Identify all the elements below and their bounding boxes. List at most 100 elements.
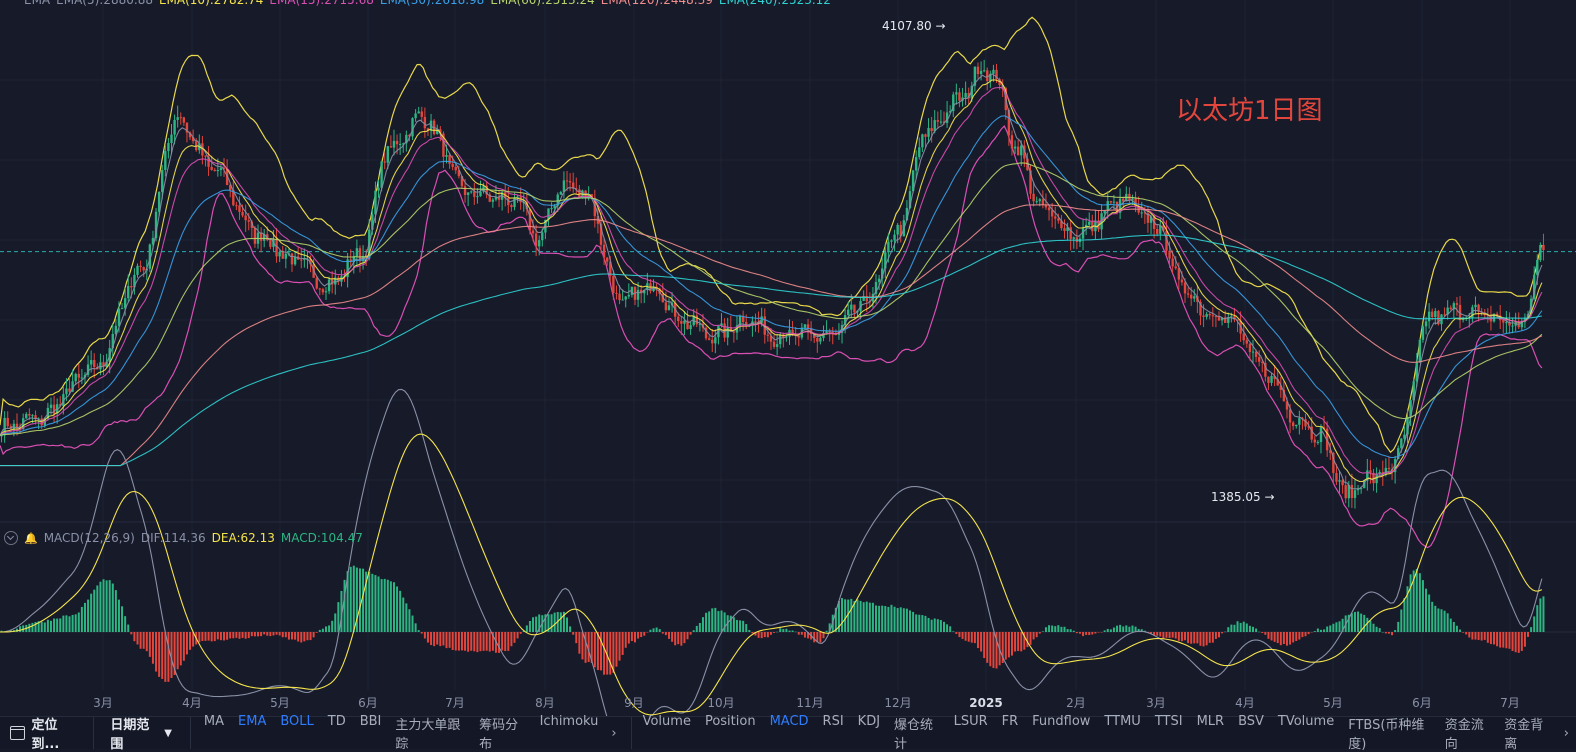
indicator-tvolume[interactable]: TVolume bbox=[1277, 714, 1335, 729]
indicator--[interactable]: 资金流向 bbox=[1444, 718, 1484, 752]
indicator-fr[interactable]: FR bbox=[1001, 714, 1019, 729]
candle-body bbox=[1437, 310, 1440, 325]
indicator-fundflow[interactable]: Fundflow bbox=[1032, 714, 1091, 729]
candle-body bbox=[1122, 198, 1125, 202]
candle-body bbox=[989, 73, 992, 82]
candle-body bbox=[1041, 199, 1045, 205]
macd-histogram-bar bbox=[1109, 629, 1112, 632]
candle-body bbox=[686, 320, 689, 330]
macd-histogram-bar bbox=[881, 605, 884, 632]
macd-histogram-bar bbox=[1054, 626, 1057, 632]
macd-histogram-bar bbox=[828, 623, 831, 632]
low-price-label: 1385.05 → bbox=[1211, 490, 1275, 504]
candle-body bbox=[921, 134, 924, 148]
candle-body bbox=[31, 415, 34, 417]
candle-body bbox=[843, 315, 847, 326]
candle-body bbox=[602, 244, 606, 258]
macd-histogram-bar bbox=[201, 632, 204, 641]
macd-histogram-bar bbox=[1353, 611, 1356, 632]
indicator-ttsi[interactable]: TTSI bbox=[1154, 714, 1183, 729]
indicator--[interactable]: 筹码分布 bbox=[479, 718, 519, 752]
candle-body bbox=[1427, 311, 1431, 322]
collapse-icon[interactable] bbox=[4, 531, 18, 545]
candle-body bbox=[1023, 145, 1026, 159]
indicator--[interactable]: 主力大单跟踪 bbox=[395, 718, 461, 752]
indicator-bbi[interactable]: BBI bbox=[359, 714, 382, 729]
macd-histogram-bar bbox=[1171, 632, 1174, 638]
macd-histogram-bar bbox=[1313, 631, 1316, 632]
indicator--[interactable]: 爆仓统计 bbox=[894, 718, 934, 752]
indicator-ttmu[interactable]: TTMU bbox=[1104, 714, 1141, 729]
candle-body bbox=[1211, 315, 1215, 317]
candle-body bbox=[1412, 381, 1415, 401]
macd-histogram-bar bbox=[1316, 628, 1319, 632]
macd-histogram-bar bbox=[983, 632, 986, 659]
indicator-bsv[interactable]: BSV bbox=[1238, 714, 1264, 729]
bell-icon[interactable]: 🔔 bbox=[24, 531, 38, 545]
macd-histogram-bar bbox=[1437, 608, 1440, 632]
candle-body bbox=[1298, 418, 1301, 425]
macd-histogram-bar bbox=[1134, 626, 1137, 632]
macd-histogram-bar bbox=[973, 632, 976, 644]
candle-body bbox=[754, 321, 757, 323]
indicator-lsur[interactable]: LSUR bbox=[953, 714, 988, 729]
indicator-rsi[interactable]: RSI bbox=[822, 714, 844, 729]
macd-histogram-bar bbox=[1085, 632, 1088, 635]
macd-histogram-bar bbox=[269, 632, 272, 637]
macd-histogram-bar bbox=[167, 632, 170, 682]
candle-body bbox=[1230, 316, 1233, 318]
candle-body bbox=[334, 277, 337, 285]
candle-body bbox=[1264, 362, 1267, 377]
macd-histogram-bar bbox=[640, 632, 643, 638]
macd-histogram-bar bbox=[349, 566, 352, 632]
macd-histogram-bar bbox=[1060, 626, 1063, 632]
indicator-boll[interactable]: BOLL bbox=[280, 714, 314, 729]
indicator-mlr[interactable]: MLR bbox=[1196, 714, 1225, 729]
macd-histogram-bar bbox=[31, 622, 34, 632]
macd-histogram-bar bbox=[1483, 632, 1486, 640]
macd-histogram-bar bbox=[142, 632, 145, 649]
macd-histogram-bar bbox=[1001, 632, 1004, 664]
indicator-td[interactable]: TD bbox=[327, 714, 346, 729]
macd-dif-line bbox=[0, 388, 1543, 742]
macd-histogram-bar bbox=[763, 632, 766, 638]
macd-histogram-bar bbox=[1338, 621, 1341, 632]
candle-body bbox=[120, 308, 124, 310]
macd-histogram-bar bbox=[751, 632, 754, 634]
ema-5-line bbox=[0, 73, 1543, 490]
indicator-kdj[interactable]: KDJ bbox=[857, 714, 881, 729]
indicator-ma[interactable]: MA bbox=[203, 714, 225, 729]
candle-body bbox=[1338, 480, 1341, 482]
high-price-label: 4107.80 → bbox=[882, 19, 946, 33]
indicator-ichimoku[interactable]: Ichimoku bbox=[539, 714, 599, 729]
candle-body bbox=[1007, 109, 1011, 136]
macd-histogram-bar bbox=[1523, 632, 1526, 647]
macd-histogram-bar bbox=[510, 632, 513, 647]
scroll-right-icon-2[interactable]: › bbox=[1563, 725, 1569, 741]
macd-histogram-bar bbox=[334, 613, 337, 632]
candle-body bbox=[284, 253, 288, 259]
indicator--[interactable]: 资金背离 bbox=[1504, 718, 1544, 752]
date-range-button[interactable]: 日期范围 ▼ bbox=[94, 717, 190, 752]
candle-body bbox=[658, 288, 661, 294]
candle-body bbox=[1421, 326, 1425, 340]
indicator-ema[interactable]: EMA bbox=[238, 714, 267, 729]
indicator-macd[interactable]: MACD bbox=[769, 714, 809, 729]
indicator-position[interactable]: Position bbox=[704, 714, 756, 729]
indicator-ftbs-[interactable]: FTBS(币种维度) bbox=[1348, 718, 1425, 752]
candle-body bbox=[290, 253, 294, 265]
candle-body bbox=[1390, 469, 1394, 473]
scroll-right-icon[interactable]: › bbox=[611, 725, 617, 741]
macd-histogram-bar bbox=[315, 632, 318, 633]
indicator-volume[interactable]: Volume bbox=[642, 714, 691, 729]
macd-histogram-bar bbox=[896, 608, 899, 632]
macd-legend-item: MACD:104.47 bbox=[280, 531, 363, 545]
candle-body bbox=[476, 196, 479, 198]
candle-body bbox=[887, 241, 890, 253]
macd-histogram-bar bbox=[1150, 632, 1153, 634]
macd-histogram-bar bbox=[742, 620, 745, 632]
candle-body bbox=[1044, 204, 1048, 208]
macd-histogram-bar bbox=[538, 614, 541, 632]
locate-button[interactable]: 定位到... bbox=[0, 717, 93, 752]
